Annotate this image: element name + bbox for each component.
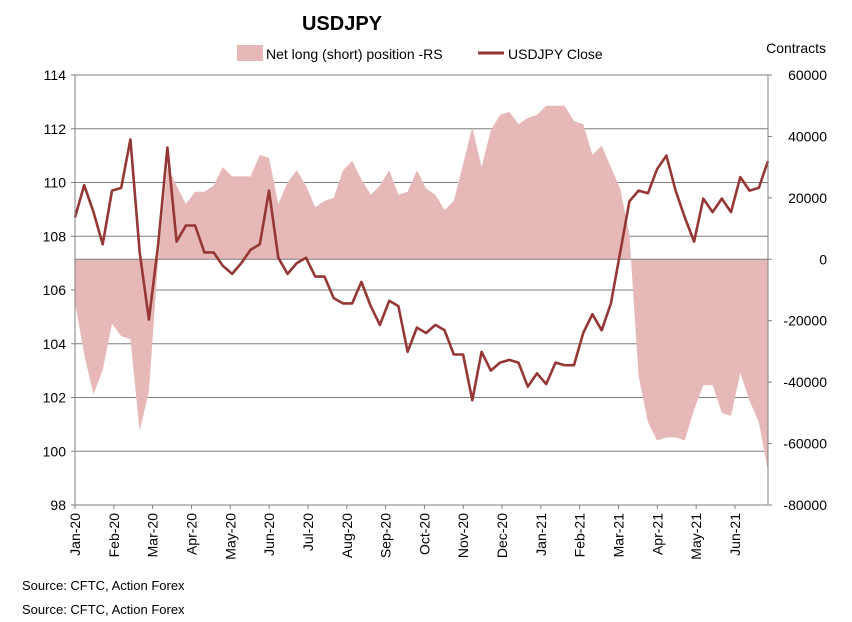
x-tick-label: May-21 xyxy=(688,513,704,560)
right-tick-label: 0 xyxy=(819,251,827,267)
source-note-2: Source: CFTC, Action Forex xyxy=(22,602,185,617)
x-tick-label: May-20 xyxy=(222,513,238,560)
x-tick-label: Jun-21 xyxy=(727,513,743,556)
left-tick-label: 104 xyxy=(43,336,67,352)
source-note-1: Source: CFTC, Action Forex xyxy=(22,578,185,593)
x-tick-label: Apr-20 xyxy=(183,513,199,555)
right-tick-label: 40000 xyxy=(788,128,827,144)
x-tick-label: Feb-21 xyxy=(572,513,588,558)
legend-label-position: Net long (short) position -RS xyxy=(266,46,443,62)
x-tick-label: Jan-21 xyxy=(533,513,549,556)
position-area xyxy=(75,105,768,472)
chart-title: USDJPY xyxy=(302,13,383,35)
x-axis-ticks: Jan-20 Feb-20 Mar-20 Apr-20 May-20 Jun-20 Jul-… xyxy=(67,505,743,560)
x-tick-label: Dec-20 xyxy=(494,513,510,558)
left-tick-label: 110 xyxy=(44,175,67,191)
right-tick-label: -80000 xyxy=(783,497,827,513)
x-tick-label: Jan-20 xyxy=(67,513,83,556)
left-axis-ticks: 98 100 102 104 106 108 110 112 114 xyxy=(43,67,75,513)
left-tick-label: 100 xyxy=(43,443,67,459)
left-tick-label: 106 xyxy=(43,282,67,298)
x-tick-label: Nov-20 xyxy=(455,513,471,558)
right-tick-label: -60000 xyxy=(783,436,827,452)
legend-label-close: USDJPY Close xyxy=(508,46,603,62)
x-tick-label: Sep-20 xyxy=(378,513,394,558)
left-tick-label: 108 xyxy=(43,228,67,244)
x-tick-label: Apr-21 xyxy=(649,513,665,555)
x-tick-label: Jun-20 xyxy=(261,513,277,556)
close-line xyxy=(73,138,770,402)
left-tick-label: 102 xyxy=(43,390,67,406)
position-area-path xyxy=(75,105,768,472)
x-tick-label: Jul-20 xyxy=(300,513,316,551)
legend: Net long (short) position -RS USDJPY Clo… xyxy=(237,45,603,62)
right-tick-label: -40000 xyxy=(783,374,827,390)
right-tick-label: -20000 xyxy=(783,313,827,329)
x-tick-label: Oct-20 xyxy=(416,513,432,555)
right-tick-label: 20000 xyxy=(788,190,827,206)
x-tick-label: Feb-20 xyxy=(106,513,122,558)
right-axis-title: Contracts xyxy=(766,40,826,56)
close-line-path xyxy=(73,138,770,402)
right-axis-ticks: -80000 -60000 -40000 -20000 0 20000 40000 60000 xyxy=(768,67,827,513)
legend-swatch-position xyxy=(237,45,263,61)
x-tick-label: Mar-21 xyxy=(611,513,627,558)
x-tick-label: Mar-20 xyxy=(145,513,161,558)
left-tick-label: 112 xyxy=(44,121,67,137)
left-tick-label: 98 xyxy=(50,497,66,513)
left-tick-label: 114 xyxy=(44,67,67,83)
x-tick-label: Aug-20 xyxy=(339,513,355,558)
right-tick-label: 60000 xyxy=(788,67,827,83)
